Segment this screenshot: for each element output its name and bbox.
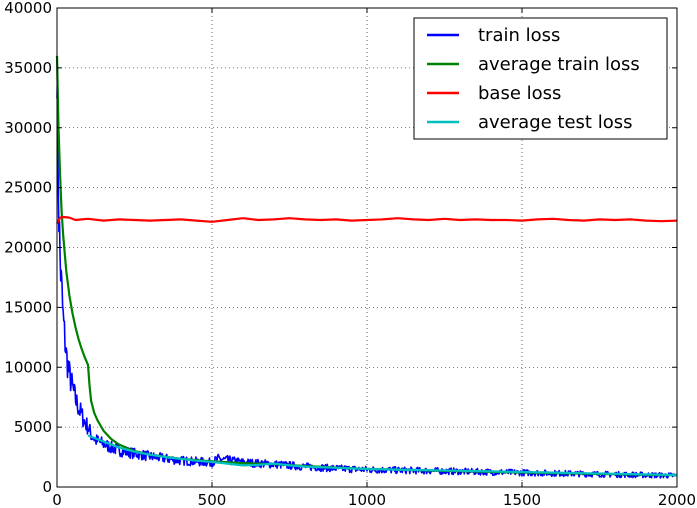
series-line-average-test-loss	[87, 434, 678, 477]
legend-label-average-train-loss: average train loss	[478, 54, 640, 75]
legend-label-base-loss: base loss	[478, 83, 561, 104]
series-line-base-loss	[56, 215, 678, 225]
y-tick-label: 30000	[4, 119, 52, 137]
x-tick-label: 1500	[503, 491, 541, 508]
y-tick-label: 5000	[14, 418, 52, 436]
y-tick-label: 40000	[4, 0, 52, 17]
y-tick-label: 20000	[4, 239, 52, 257]
series-line-train-loss	[56, 65, 678, 479]
y-tick-label: 10000	[4, 358, 52, 376]
x-tick-label: 2000	[658, 491, 696, 508]
x-tick-label: 500	[198, 491, 227, 508]
y-tick-label: 35000	[4, 59, 52, 77]
x-tick-label: 0	[52, 491, 62, 508]
y-tick-label: 15000	[4, 298, 52, 316]
legend-box	[413, 17, 668, 140]
legend-label-average-test-loss: average test loss	[478, 112, 632, 133]
y-tick-label: 25000	[4, 179, 52, 197]
axis-ticks	[56, 7, 678, 488]
legend-label-train-loss: train loss	[478, 25, 560, 46]
legend: train loss average train loss base loss …	[413, 17, 668, 140]
series-layer	[55, 55, 678, 479]
axis-tick-labels: 0 500 1000 1500 2000050001000015000200002500…	[4, 0, 696, 508]
y-tick-label: 0	[42, 478, 52, 496]
x-tick-label: 1000	[348, 491, 386, 508]
